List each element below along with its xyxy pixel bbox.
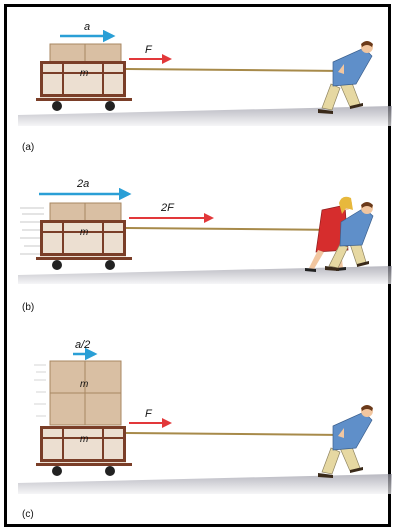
ground	[18, 474, 392, 494]
force-label: 2F	[160, 202, 175, 214]
panel-a: a m F	[18, 21, 392, 153]
mass-label: m	[80, 434, 88, 445]
force-label: F	[145, 408, 153, 420]
box-icon	[49, 202, 122, 223]
acceleration-label: a	[84, 21, 90, 33]
mass-label: m	[80, 227, 88, 238]
motion-lines	[34, 364, 46, 417]
box-icon	[49, 360, 122, 426]
person-pulling-icon	[318, 41, 373, 114]
figure-frame	[4, 4, 391, 527]
ground	[18, 266, 392, 284]
person-pulling-icon	[318, 405, 373, 478]
rope	[125, 227, 345, 231]
panel-label: (b)	[22, 302, 34, 313]
panel-b: 2a m 2F	[18, 178, 392, 313]
motion-lines	[20, 207, 44, 255]
mass-label: m	[80, 379, 88, 390]
panel-label: (c)	[22, 509, 34, 520]
mass-label: m	[80, 68, 88, 79]
force-label: F	[145, 44, 153, 56]
person-pulling-icon	[325, 202, 374, 271]
rope	[125, 68, 345, 72]
rope	[125, 432, 345, 436]
cart-icon	[36, 426, 132, 476]
box-icon	[49, 43, 122, 64]
cart-icon	[36, 61, 132, 111]
acceleration-label: a/2	[75, 339, 90, 351]
cart-icon	[36, 220, 132, 270]
panel-c: a/2 m m F	[18, 339, 392, 520]
panel-label: (a)	[22, 142, 34, 153]
acceleration-label: 2a	[76, 178, 89, 190]
ground	[18, 106, 392, 126]
